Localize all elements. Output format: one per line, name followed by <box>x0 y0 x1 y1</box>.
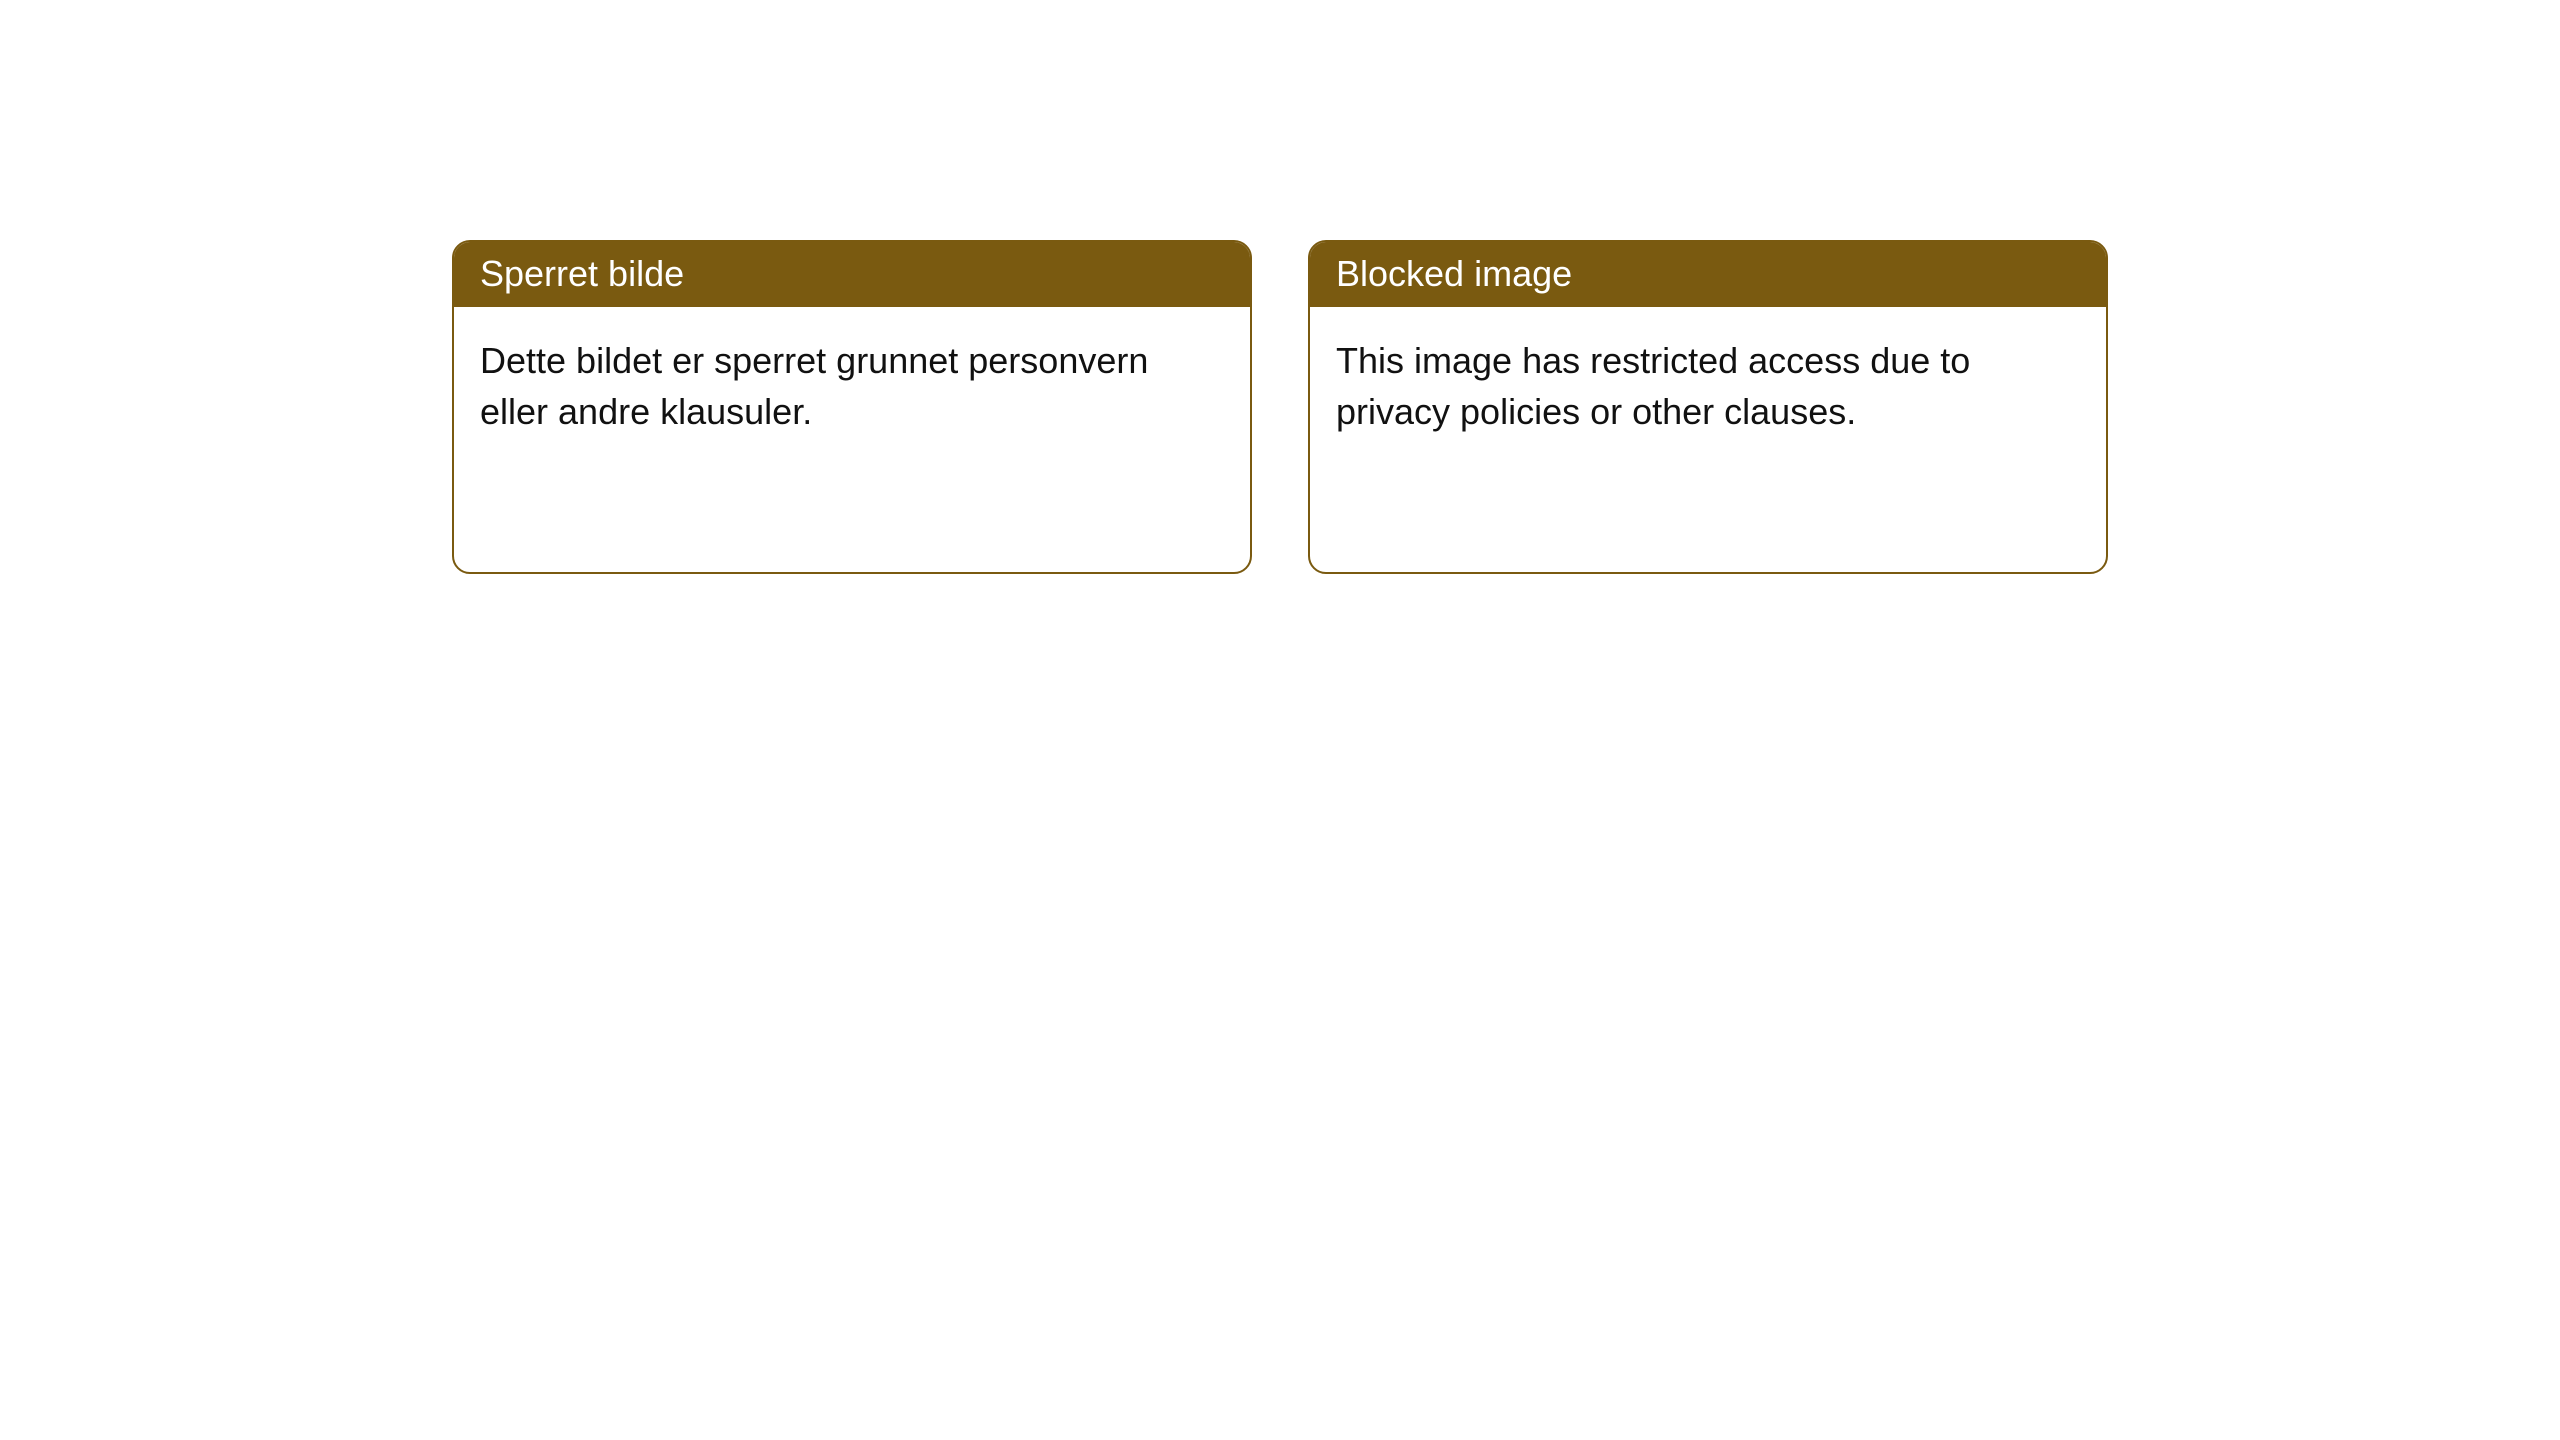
notice-card-title: Blocked image <box>1310 242 2106 307</box>
notice-card-body: Dette bildet er sperret grunnet personve… <box>454 307 1250 463</box>
notice-card-row: Sperret bilde Dette bildet er sperret gr… <box>452 240 2112 574</box>
notice-card-title: Sperret bilde <box>454 242 1250 307</box>
notice-card-body: This image has restricted access due to … <box>1310 307 2106 463</box>
notice-card-en: Blocked image This image has restricted … <box>1308 240 2108 574</box>
notice-card-no: Sperret bilde Dette bildet er sperret gr… <box>452 240 1252 574</box>
